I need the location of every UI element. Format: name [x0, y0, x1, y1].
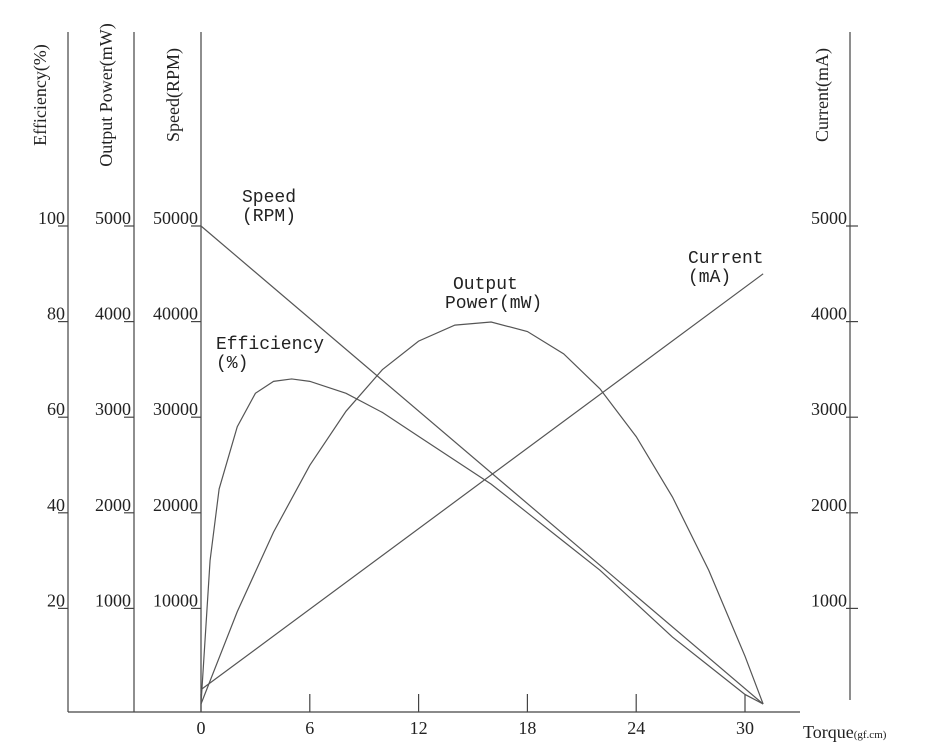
series-line	[200, 321, 764, 705]
series-label: Power(mW)	[445, 294, 542, 314]
y-tick-label: 40000	[153, 304, 198, 324]
y-tick-label: 10000	[153, 590, 198, 610]
y-tick-label: 3000	[95, 399, 131, 419]
x-tick-label: 18	[518, 718, 536, 738]
y-tick-label: 3000	[811, 399, 847, 419]
y-tick-label: 2000	[95, 495, 131, 515]
series-line	[200, 225, 764, 705]
y-tick-label: 2000	[811, 495, 847, 515]
y-tick-label: 5000	[811, 208, 847, 228]
x-axis-label: Torque(gf.cm)	[803, 722, 887, 742]
series-label: Output	[453, 275, 518, 295]
series-label: Efficiency	[216, 335, 324, 355]
y-tick-label: 1000	[811, 590, 847, 610]
series-label: (%)	[216, 354, 248, 374]
y-axis-title: Current(mA)	[812, 48, 833, 142]
y-tick-label: 100	[38, 208, 65, 228]
y-tick-label: 30000	[153, 399, 198, 419]
y-tick-label: 80	[47, 304, 65, 324]
y-axis-title: Efficiency(%)	[30, 44, 51, 146]
series-line	[200, 378, 764, 705]
series-label: Current	[688, 249, 764, 269]
series-label: (RPM)	[242, 207, 296, 227]
x-tick-label: 12	[410, 718, 428, 738]
x-tick-label: 6	[305, 718, 314, 738]
x-axis-unit: (gf.cm)	[854, 729, 887, 741]
series-line	[200, 273, 764, 691]
y-tick-label: 60	[47, 399, 65, 419]
series-label: Speed	[242, 188, 296, 208]
y-axis-title: Speed(RPM)	[163, 48, 184, 142]
series-label: (mA)	[688, 268, 731, 288]
y-tick-label: 40	[47, 495, 65, 515]
x-tick-label: 30	[736, 718, 754, 738]
y-tick-label: 5000	[95, 208, 131, 228]
y-tick-label: 20	[47, 590, 65, 610]
x-tick-label: 0	[197, 718, 206, 738]
y-tick-label: 4000	[811, 304, 847, 324]
x-tick-label: 24	[627, 718, 645, 738]
y-tick-label: 20000	[153, 495, 198, 515]
x-axis-title: Torque	[803, 722, 854, 742]
y-tick-label: 4000	[95, 304, 131, 324]
y-axis-title: Output Power(mW)	[96, 23, 117, 166]
y-tick-label: 50000	[153, 208, 198, 228]
y-tick-label: 1000	[95, 590, 131, 610]
